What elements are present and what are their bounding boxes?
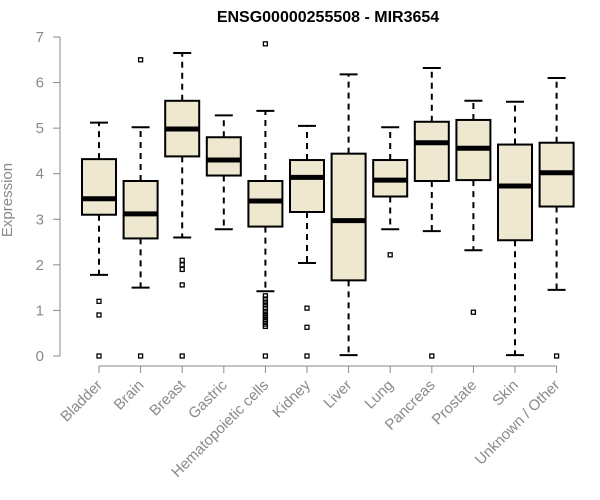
box-group: [247, 41, 284, 359]
box: [497, 143, 533, 242]
y-tick-label: 1: [36, 302, 44, 319]
box-group: [164, 51, 201, 359]
box: [205, 136, 242, 177]
x-tick-label: Lung: [361, 377, 397, 413]
x-tick-label: Bladder: [57, 377, 106, 426]
x-tick-label: Breast: [146, 376, 189, 419]
outlier-point: [179, 257, 185, 263]
y-tick-label: 5: [36, 120, 44, 137]
outlier-point: [179, 353, 185, 359]
outlier-point: [179, 282, 185, 288]
outlier-point: [96, 298, 102, 304]
box-group: [289, 124, 325, 359]
outlier-point: [262, 353, 269, 359]
outlier-point: [179, 266, 185, 273]
y-tick-label: 3: [36, 211, 44, 228]
outlier-point: [96, 312, 102, 318]
outlier-point: [262, 314, 269, 320]
outlier-point: [429, 353, 435, 359]
y-tick-label: 6: [36, 75, 44, 92]
box: [289, 159, 325, 213]
boxes-group: [81, 41, 575, 359]
outlier-point: [304, 353, 310, 359]
outlier-point: [387, 252, 393, 258]
x-tick-label: Liver: [320, 377, 355, 412]
box-group: [372, 126, 409, 258]
x-tick-label: Prostate: [429, 377, 481, 429]
outlier-point: [262, 311, 269, 317]
y-tick-label: 0: [36, 348, 44, 365]
chart-title: ENSG00000255508 - MIR3654: [217, 9, 439, 26]
outlier-point: [262, 41, 269, 47]
box: [413, 120, 450, 183]
outlier-point: [304, 305, 310, 311]
outlier-point: [470, 309, 477, 315]
box: [81, 158, 117, 216]
box-group: [497, 100, 533, 357]
y-axis-label: Expression: [0, 163, 16, 237]
x-tick-label: Skin: [489, 377, 522, 410]
y-tick-label: 2: [36, 257, 44, 274]
box-group: [122, 57, 159, 359]
outlier-point: [262, 323, 269, 330]
outlier-point: [262, 299, 269, 305]
outlier-point: [96, 353, 102, 359]
box-group: [455, 99, 492, 315]
outlier-point: [262, 293, 269, 299]
outlier-point: [262, 308, 269, 314]
box: [330, 152, 367, 282]
y-axis: 0 1 2 3 4 5 6 7: [36, 29, 61, 365]
y-tick-label: 7: [36, 29, 44, 46]
box-group: [330, 73, 367, 357]
outlier-point: [262, 296, 269, 302]
outlier-point: [262, 305, 269, 311]
box: [122, 180, 159, 240]
x-tick-label: Kidney: [269, 376, 314, 421]
box-group: [538, 77, 575, 359]
x-tick-label: Brain: [111, 377, 148, 414]
box-group: [81, 121, 117, 359]
box-group: [413, 66, 450, 359]
outlier-point: [137, 353, 144, 359]
box: [247, 180, 284, 228]
outlier-point: [553, 353, 560, 359]
outlier-point: [262, 302, 269, 308]
box-group: [205, 114, 242, 231]
outlier-point: [137, 57, 144, 63]
y-tick-label: 4: [36, 166, 44, 183]
outlier-point: [179, 262, 185, 268]
outlier-point: [304, 324, 310, 330]
